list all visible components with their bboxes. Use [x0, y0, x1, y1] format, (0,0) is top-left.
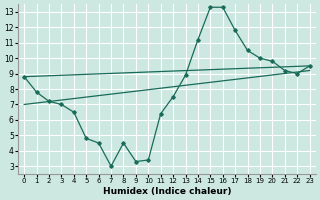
X-axis label: Humidex (Indice chaleur): Humidex (Indice chaleur): [103, 187, 231, 196]
